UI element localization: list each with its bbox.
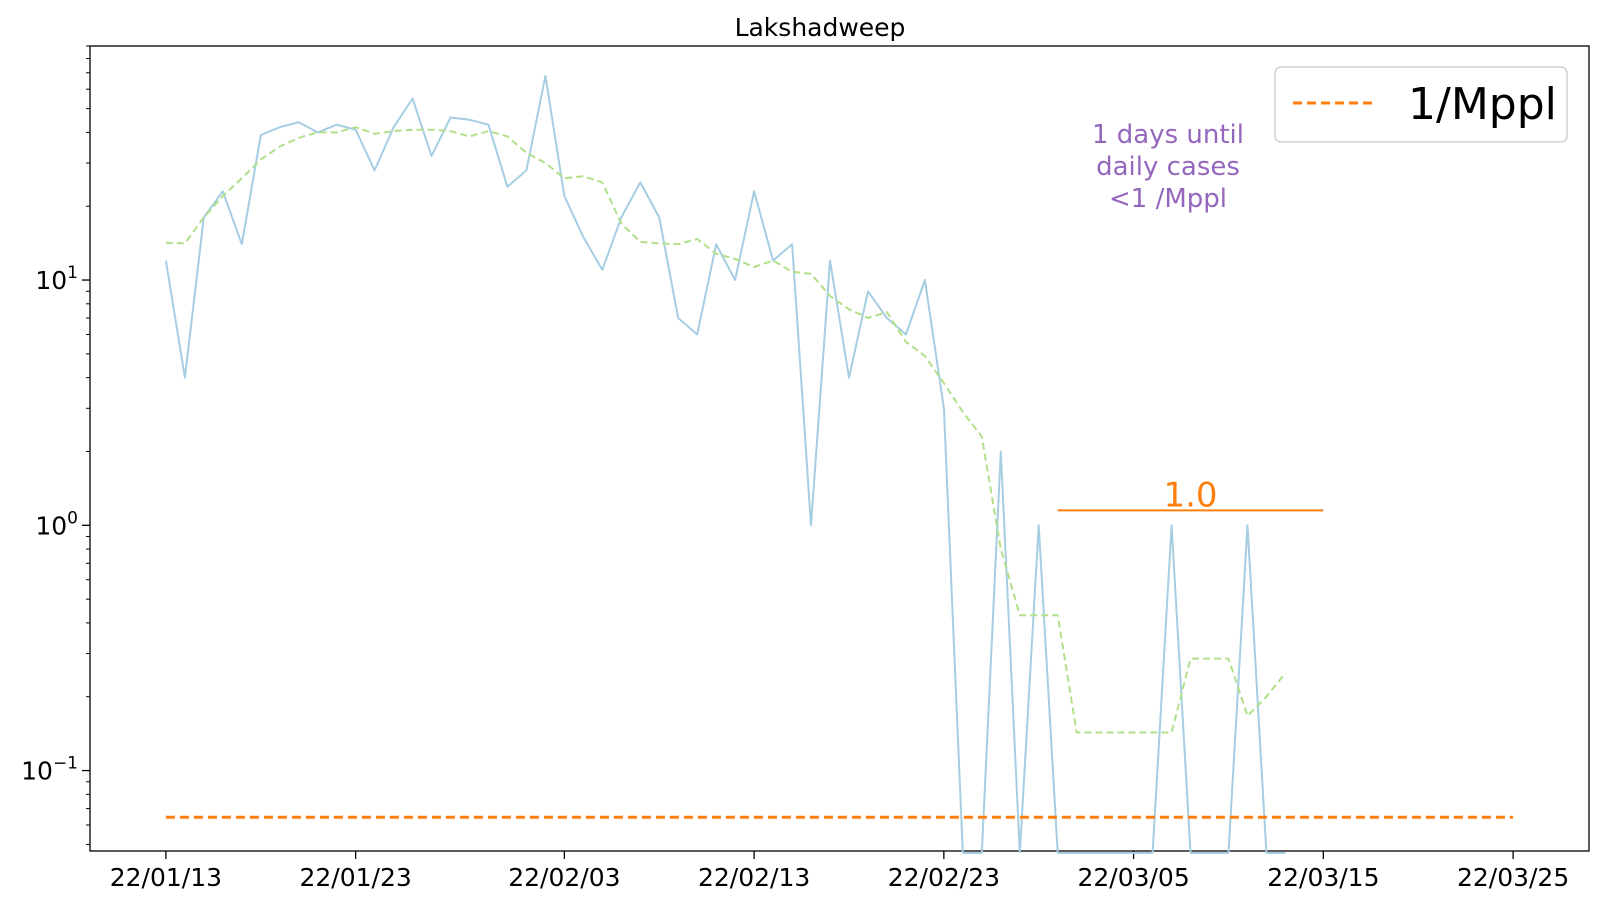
legend-label: 1/Mppl xyxy=(1408,79,1557,130)
y-minor-ticks xyxy=(86,45,90,845)
x-tick-label: 22/02/13 xyxy=(698,863,810,892)
x-axis: 22/01/13 22/01/23 22/02/03 22/02/13 22/02/23… xyxy=(110,851,1569,892)
legend-box xyxy=(1274,66,1568,143)
chart-title: Lakshadweep xyxy=(735,13,906,42)
annotation-line-3: <1 /Mppl xyxy=(1109,184,1227,214)
x-tick-label: 22/03/05 xyxy=(1077,863,1189,892)
x-tick-label: 22/01/13 xyxy=(110,863,222,892)
x-tick-label: 22/03/25 xyxy=(1457,863,1569,892)
series-layer xyxy=(164,74,1287,854)
x-tick-label: 22/03/15 xyxy=(1267,863,1379,892)
legend: 1/Mppl xyxy=(1274,66,1568,143)
y-axis: 101 100 10−1 xyxy=(21,263,90,786)
x-tick-label: 22/01/23 xyxy=(300,863,412,892)
y-tick-label: 101 xyxy=(35,263,78,295)
reference-layer: 1.0 xyxy=(165,475,1514,819)
series-line-2 xyxy=(165,126,1287,734)
annotation-line-2: daily cases xyxy=(1096,152,1240,182)
annotation: 1 days until daily cases <1 /Mppl xyxy=(1092,120,1244,214)
x-tick-label: 22/02/23 xyxy=(888,863,1000,892)
series-line-1 xyxy=(164,74,1286,854)
annotation-line-1: 1 days until xyxy=(1092,120,1244,150)
x-tick-label: 22/02/03 xyxy=(508,863,620,892)
y-tick-label: 10−1 xyxy=(21,754,78,786)
threshold-label: 1.0 xyxy=(1163,475,1217,515)
plot-frame xyxy=(89,45,1590,852)
y-tick-label: 100 xyxy=(35,508,78,540)
